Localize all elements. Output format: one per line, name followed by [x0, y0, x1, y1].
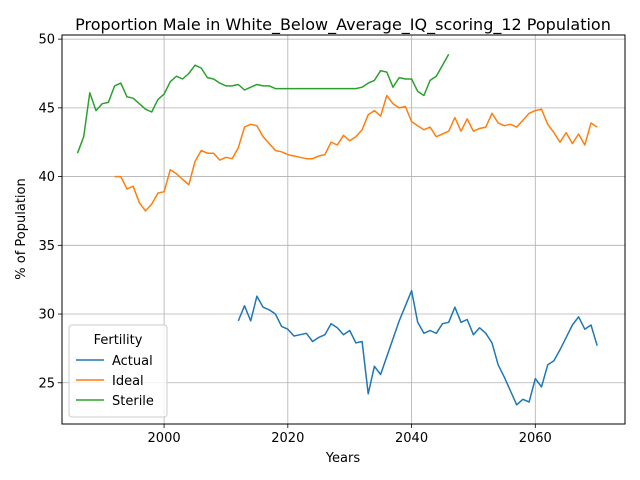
y-tick-label: 25 — [38, 376, 55, 391]
legend-label-sterile: Sterile — [112, 394, 154, 409]
legend-label-ideal: Ideal — [112, 374, 144, 389]
legend-label-actual: Actual — [112, 354, 153, 369]
x-tick-label: 2040 — [395, 431, 428, 446]
legend-entries: Actual Ideal Sterile — [76, 354, 154, 409]
legend-box — [68, 324, 168, 418]
y-axis-ticks: 25 30 35 40 45 50 — [38, 33, 62, 391]
series-line-sterile — [76, 53, 450, 154]
x-tick-label: 2000 — [148, 431, 181, 446]
x-axis-label: Years — [325, 451, 361, 466]
y-tick-label: 30 — [38, 308, 55, 323]
y-axis-label: % of Population — [14, 178, 29, 279]
chart-title: Proportion Male in White_Below_Average_I… — [75, 15, 611, 35]
x-tick-label: 2060 — [519, 431, 552, 446]
x-tick-label: 2020 — [271, 431, 304, 446]
series-line-actual — [237, 289, 598, 406]
y-tick-label: 40 — [38, 170, 55, 185]
series-lines — [76, 53, 598, 406]
y-tick-label: 35 — [38, 239, 55, 254]
y-tick-label: 50 — [38, 33, 55, 48]
plot-frame — [61, 34, 626, 425]
x-axis-ticks: 2000 2020 2040 2060 — [148, 424, 552, 446]
legend-title: Fertility — [94, 333, 143, 348]
y-tick-label: 45 — [38, 101, 55, 116]
series-line-ideal — [114, 94, 598, 212]
legend: Fertility Actual Ideal Sterile — [68, 324, 168, 418]
